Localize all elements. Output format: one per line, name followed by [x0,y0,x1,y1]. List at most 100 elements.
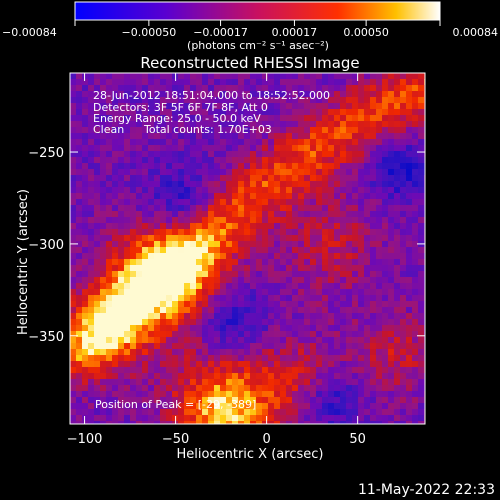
heatmap-cell [268,397,274,403]
heatmap-cell [382,151,388,157]
heatmap-cell [406,379,412,385]
heatmap-cell [106,241,112,247]
heatmap-cell [232,313,238,319]
heatmap-cell [184,385,190,391]
heatmap-cell [184,175,190,181]
heatmap-cell [196,319,202,325]
heatmap-cell [106,205,112,211]
heatmap-cell [130,301,136,307]
heatmap-cell [94,313,100,319]
heatmap-cell [322,217,328,223]
heatmap-cell [94,223,100,229]
heatmap-cell [328,169,334,175]
heatmap-cell [106,379,112,385]
heatmap-cell [382,355,388,361]
heatmap-cell [154,85,160,91]
heatmap-cell [190,421,196,424]
heatmap-cell [106,265,112,271]
heatmap-cell [388,79,394,85]
heatmap-cell [154,301,160,307]
heatmap-cell [310,139,316,145]
heatmap-cell [310,103,316,109]
heatmap-cell [82,223,88,229]
heatmap-cell [220,343,226,349]
heatmap-cell [220,403,226,409]
heatmap-cell [346,163,352,169]
heatmap-cell [148,295,154,301]
heatmap-cell [394,331,400,337]
heatmap-cell [82,283,88,289]
heatmap-cell [376,193,382,199]
heatmap-cell [382,253,388,259]
heatmap-cell [406,325,412,331]
heatmap-cell [106,247,112,253]
heatmap-cell [136,307,142,313]
heatmap-cell [376,385,382,391]
heatmap-cell [418,163,424,169]
heatmap-cell [358,271,364,277]
heatmap-cell [262,115,268,121]
heatmap-cell [106,409,112,415]
heatmap-cell [406,343,412,349]
heatmap-cell [88,169,94,175]
heatmap-cell [142,109,148,115]
heatmap-cell [340,115,346,121]
heatmap-cell [280,205,286,211]
heatmap-cell [208,325,214,331]
heatmap-cell [208,181,214,187]
heatmap-cell [82,199,88,205]
heatmap-cell [358,115,364,121]
heatmap-cell [298,307,304,313]
heatmap-cell [118,277,124,283]
heatmap-cell [166,415,172,421]
heatmap-cell [148,421,154,424]
heatmap-cell [94,367,100,373]
heatmap-cell [148,145,154,151]
heatmap-cell [304,367,310,373]
heatmap-cell [118,139,124,145]
heatmap-cell [184,109,190,115]
heatmap-cell [316,313,322,319]
heatmap-cell [340,139,346,145]
heatmap-cell [130,223,136,229]
heatmap-cell [268,271,274,277]
heatmap-cell [136,421,142,424]
heatmap-cell [184,103,190,109]
heatmap-cell [172,181,178,187]
heatmap-cell [388,145,394,151]
heatmap-cell [304,199,310,205]
heatmap-cell [190,157,196,163]
heatmap-cell [298,79,304,85]
heatmap-cell [244,103,250,109]
heatmap-cell [244,211,250,217]
heatmap-cell [280,409,286,415]
heatmap-cell [202,349,208,355]
heatmap-cell [154,247,160,253]
heatmap-cell [334,193,340,199]
heatmap-cell [340,307,346,313]
heatmap-cell [208,193,214,199]
heatmap-cell [88,151,94,157]
heatmap-cell [376,271,382,277]
heatmap-cell [394,193,400,199]
heatmap-cell [70,157,76,163]
heatmap-cell [376,421,382,424]
heatmap-cell [112,187,118,193]
heatmap-cell [370,163,376,169]
heatmap-cell [382,103,388,109]
heatmap-cell [358,307,364,313]
heatmap-cell [370,259,376,265]
heatmap-cell [298,109,304,115]
heatmap-cell [316,97,322,103]
heatmap-cell [322,253,328,259]
heatmap-cell [262,301,268,307]
heatmap-cell [88,109,94,115]
y-axis-label: Heliocentric Y (arcsec) [16,189,31,335]
heatmap-cell [346,361,352,367]
heatmap-cell [220,253,226,259]
heatmap-cell [232,319,238,325]
heatmap-cell [400,139,406,145]
heatmap-cell [250,109,256,115]
heatmap-cell [400,373,406,379]
heatmap-cell [190,217,196,223]
